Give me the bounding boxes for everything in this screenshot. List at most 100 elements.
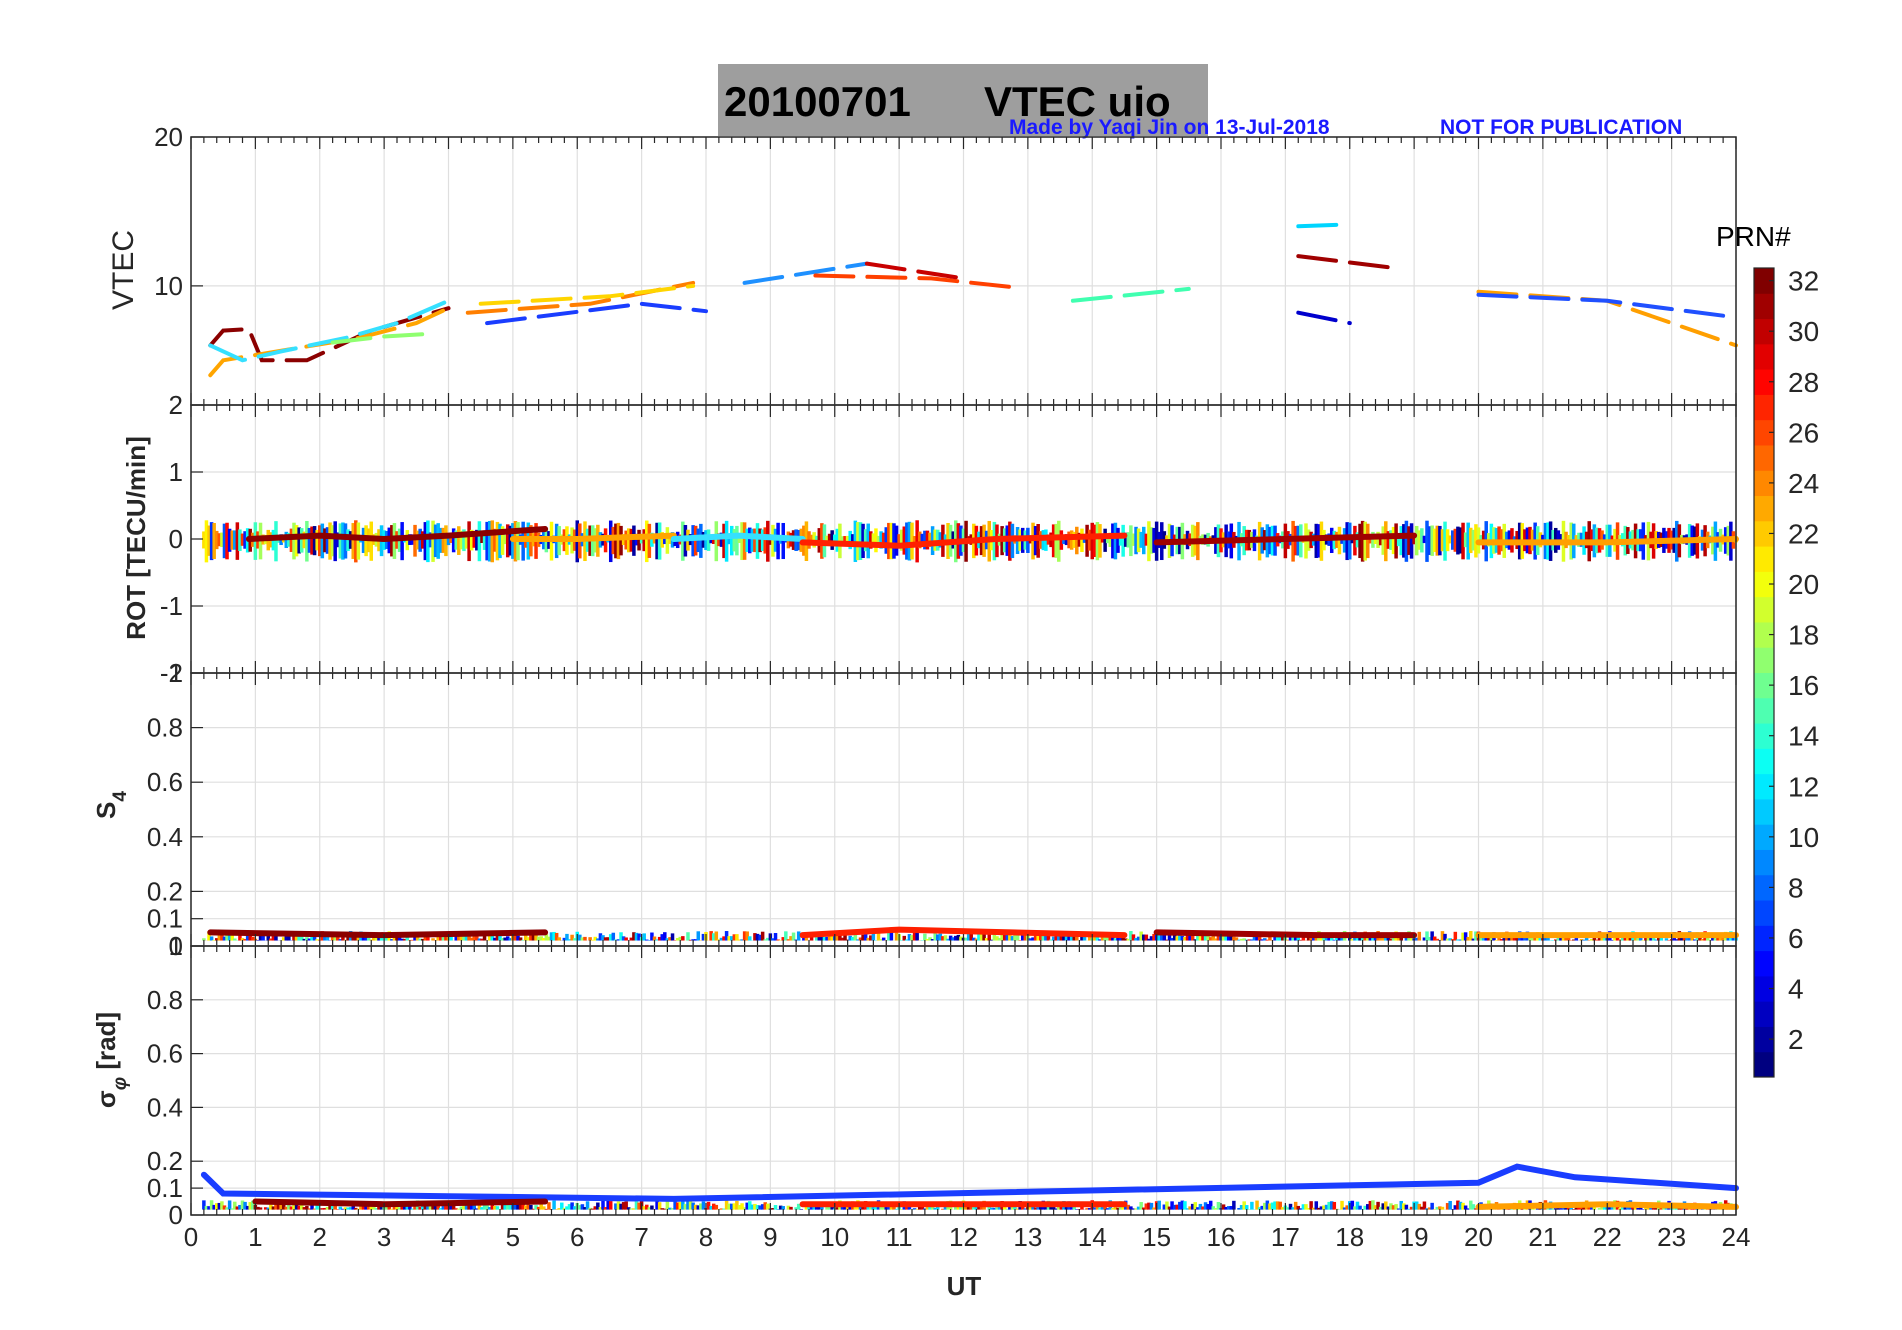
colorbar-segment (1754, 318, 1774, 345)
colorbar-segment (1754, 343, 1774, 370)
series-line (208, 298, 451, 363)
y-tick-label: 1 (169, 658, 183, 688)
colorbar-tick-label: 30 (1788, 316, 1819, 347)
x-tick-label: 15 (1142, 1222, 1171, 1252)
y-tick-label: 1 (169, 457, 183, 487)
series-line (252, 1198, 549, 1208)
rot-ylabel: ROT [TECU/min] (121, 436, 151, 640)
x-tick-label: 12 (949, 1222, 978, 1252)
vtec-panel: 10 20 (154, 122, 1738, 406)
y-tick-label: 1 (169, 931, 183, 961)
y-tick-label: 20 (154, 122, 183, 152)
y-tick-label: 0.4 (147, 1092, 183, 1122)
x-tick-label: 14 (1078, 1222, 1107, 1252)
colorbar-segment (1754, 495, 1774, 522)
series-line (1296, 310, 1352, 326)
sigma-phi-panel: 00.10.20.40.60.810 1 2 3 4 5 6 7 8 9 10 11 12 13 14 15 1… (147, 931, 1751, 1252)
notice-text: NOT FOR PUBLICATION (1440, 116, 1682, 139)
series-line (1476, 292, 1726, 318)
x-tick-label: 3 (377, 1222, 391, 1252)
colorbar-segment (1754, 723, 1774, 749)
colorbar-segment (1754, 394, 1774, 421)
x-tick-label: 19 (1400, 1222, 1429, 1252)
x-tick-label: 17 (1271, 1222, 1300, 1252)
colorbar-segment (1754, 975, 1774, 1002)
credit-text: Made by Yaqi Jin on 13-Jul-2018 (1009, 116, 1330, 139)
x-tick-label: 18 (1335, 1222, 1364, 1252)
colorbar-tick-label: 16 (1788, 670, 1819, 701)
x-tick-label: 13 (1013, 1222, 1042, 1252)
x-tick-label: 1 (248, 1222, 262, 1252)
colorbar-segment (1754, 1051, 1774, 1078)
colorbar-segment (1754, 773, 1774, 800)
x-tick-label: 7 (634, 1222, 648, 1252)
x-tick-label: 10 (820, 1222, 849, 1252)
colorbar-segment (1754, 520, 1774, 547)
colorbar-segment (1754, 369, 1774, 395)
y-tick-label: 0.1 (147, 1173, 183, 1203)
y-tick-label: 0 (169, 1200, 183, 1230)
y-tick-label: -1 (160, 591, 183, 621)
y-tick-label: 0 (169, 524, 183, 554)
colorbar-segment (1754, 419, 1774, 446)
colorbar-segment (1754, 672, 1774, 699)
title-date: 20100701 (724, 78, 911, 125)
series-line (813, 273, 1017, 290)
y-tick-label: -2 (160, 658, 183, 688)
series-line (742, 261, 869, 285)
x-tick-label: 21 (1528, 1222, 1557, 1252)
colorbar-title: PRN# (1716, 221, 1791, 252)
colorbar-segment (1754, 444, 1774, 471)
colorbar-segment (1754, 1026, 1774, 1053)
y-tick-label: 0 (169, 931, 183, 961)
x-tick-label: 8 (699, 1222, 713, 1252)
colorbar-tick-label: 22 (1788, 518, 1819, 549)
series-line (207, 929, 549, 939)
colorbar-segment (1754, 621, 1774, 648)
series-line (1475, 536, 1739, 546)
x-tick-label: 23 (1657, 1222, 1686, 1252)
x-tick-label: 22 (1593, 1222, 1622, 1252)
colorbar-segment (1754, 874, 1774, 901)
x-tick-label: 2 (313, 1222, 327, 1252)
x-tick-label: 20 (1464, 1222, 1493, 1252)
colorbar-segment (1754, 824, 1774, 850)
x-tick-label: 16 (1207, 1222, 1236, 1252)
colorbar-segment (1754, 849, 1774, 876)
colorbar-segment (1754, 798, 1774, 825)
x-tick-label: 6 (570, 1222, 584, 1252)
colorbar-tick-label: 28 (1788, 367, 1819, 398)
colorbar-segment (1754, 925, 1774, 952)
y-tick-label: 0.8 (147, 713, 183, 743)
colorbar-segment (1754, 596, 1774, 623)
series-line (799, 926, 1128, 939)
colorbar-tick-label: 32 (1788, 266, 1819, 297)
colorbar-tick-label: 8 (1788, 872, 1804, 903)
colorbar-segment (1754, 470, 1774, 497)
series-line (509, 532, 677, 542)
y-tick-label: 0.4 (147, 822, 183, 852)
colorbar-segment (1754, 268, 1774, 294)
colorbar-segment (1754, 546, 1774, 572)
x-tick-label: 24 (1722, 1222, 1751, 1252)
y-tick-label: 0.2 (147, 1146, 183, 1176)
y-tick-label: 0.2 (147, 876, 183, 906)
vtec-ylabel: VTEC (107, 230, 140, 310)
series-line (1153, 532, 1418, 546)
y-tick-label: 0.6 (147, 767, 183, 797)
series-line (1296, 254, 1397, 270)
colorbar-tick-label: 18 (1788, 620, 1819, 651)
title-text: VTEC uio (984, 78, 1171, 125)
series-line (478, 283, 696, 306)
y-tick-label: 10 (154, 271, 183, 301)
colorbar-tick-label: 26 (1788, 417, 1819, 448)
colorbar-segment (1754, 571, 1774, 598)
series-line (330, 331, 438, 345)
colorbar-segment (1754, 748, 1774, 775)
colorbar-tick-label: 2 (1788, 1024, 1804, 1055)
series-line (245, 526, 549, 543)
colorbar-tick-label: 4 (1788, 974, 1804, 1005)
colorbar-tick-label: 10 (1788, 822, 1819, 853)
series-line (1070, 286, 1191, 303)
